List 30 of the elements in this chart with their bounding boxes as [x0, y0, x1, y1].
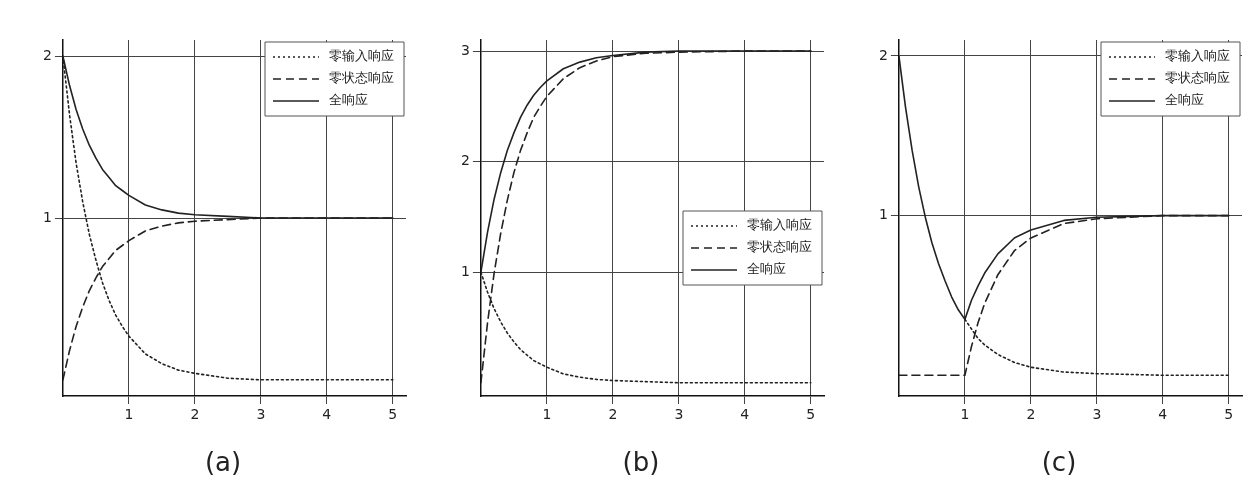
x-tick-label: 1 [542, 406, 552, 423]
x-tick-label: 3 [256, 406, 266, 423]
x-tick-label: 2 [190, 406, 200, 423]
legend-label: 零输入响应 [747, 217, 812, 233]
legend-label: 全响应 [329, 92, 368, 108]
legend-label: 全响应 [747, 261, 786, 277]
legend-label: 零输入响应 [329, 48, 394, 64]
x-tick-label: 5 [806, 406, 816, 423]
x-tick-label: 4 [740, 406, 750, 423]
legend-label: 全响应 [1165, 92, 1204, 108]
x-tick-label: 3 [674, 406, 684, 423]
x-tick-label: 3 [1092, 406, 1102, 423]
y-tick-label: 1 [460, 262, 470, 279]
text: (a) [204, 447, 242, 478]
text: (b) [622, 447, 660, 478]
y-tick-label: 2 [460, 152, 470, 169]
x-tick-label: 1 [960, 406, 970, 423]
y-tick-label: 3 [460, 41, 470, 58]
x-tick-label: 1 [124, 406, 134, 423]
legend-label: 零状态响应 [747, 239, 812, 255]
x-tick-label: 5 [1224, 406, 1234, 423]
x-tick-label: 2 [1026, 406, 1036, 423]
legend-label: 零输入响应 [1165, 48, 1230, 64]
x-tick-label: 5 [388, 406, 398, 423]
x-tick-label: 4 [1158, 406, 1168, 423]
x-tick-label: 4 [322, 406, 332, 423]
text: (c) [1041, 447, 1077, 478]
x-tick-label: 2 [608, 406, 618, 423]
legend-label: 零状态响应 [1165, 70, 1230, 86]
legend-label: 零状态响应 [329, 70, 394, 86]
